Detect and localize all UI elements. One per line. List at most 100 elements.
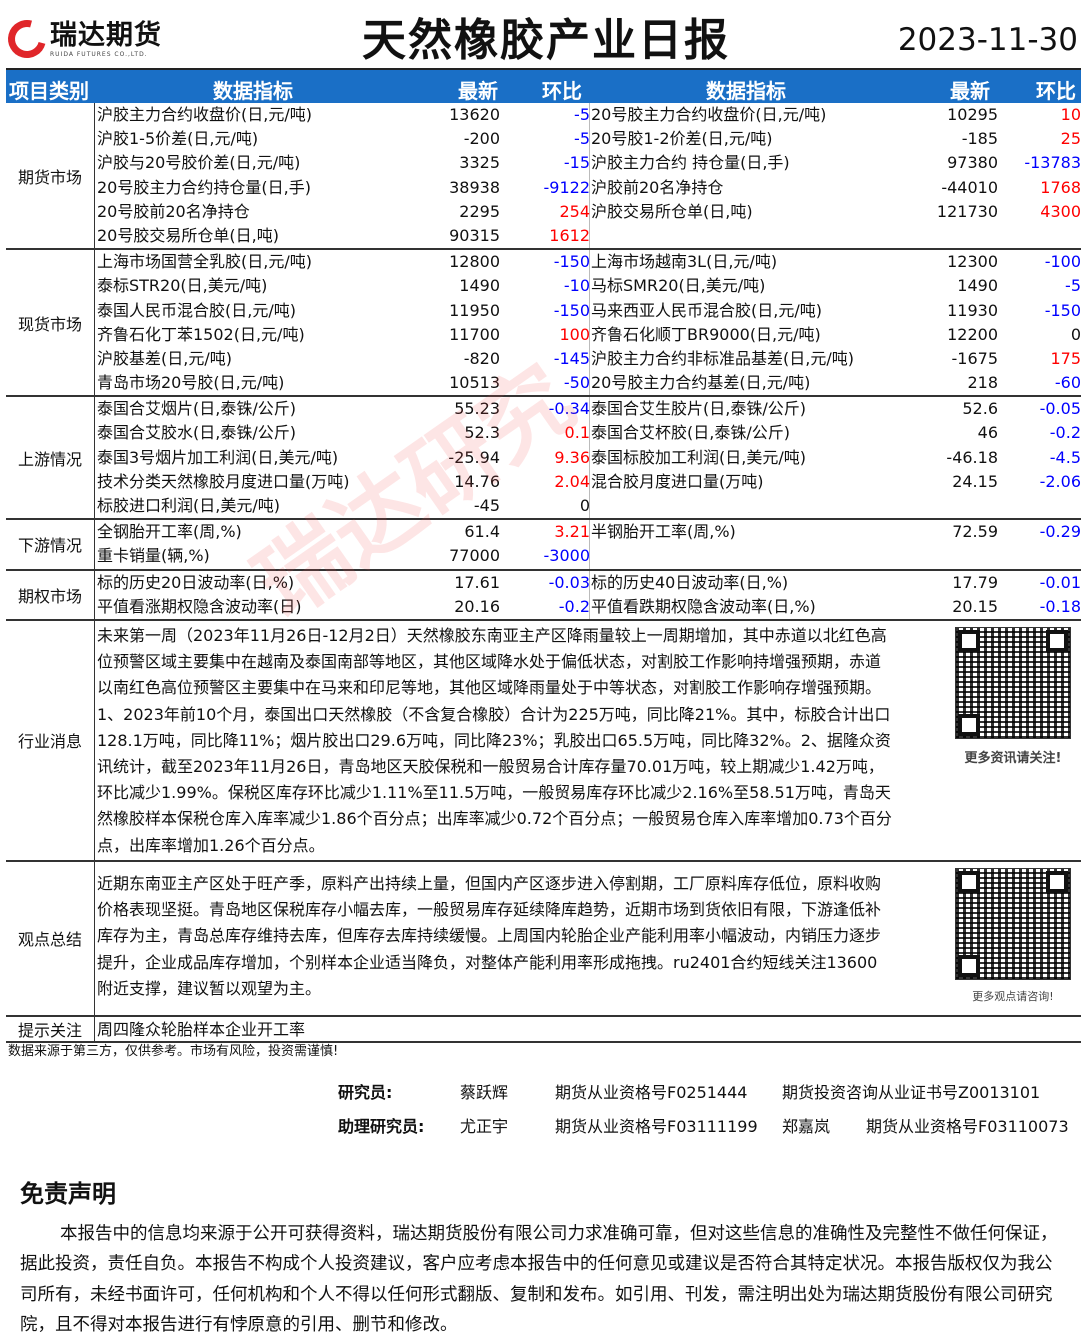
change-value: -0.01	[1039, 572, 1081, 592]
indicator-name: 全钢胎开工率(周,%)	[97, 522, 242, 542]
table-row: 泰国人民币混合胶(日,元/吨) 11950 -150 马来西亚人民币混合胶(日,元/吨…	[95, 299, 1081, 323]
change-value: 0.1	[564, 423, 590, 443]
table-header: 项目类别 数据指标 最新 环比 数据指标 最新 环比	[6, 70, 1081, 103]
news-qr: 更多资讯请关注!	[955, 626, 1071, 766]
table-row: 全钢胎开工率(周,%) 61.4 3.21 半钢胎开工率(周,%) 72.59 -0.29	[95, 520, 1081, 544]
indicator-name: 沪胶基差(日,元/吨)	[97, 348, 232, 368]
assistant1-cert: 期货从业资格号F03111199	[555, 1117, 758, 1136]
latest-value: 72.59	[952, 522, 998, 542]
column-divider	[589, 397, 590, 519]
change-value: -150	[1044, 300, 1081, 320]
latest-value: 12200	[947, 324, 998, 344]
latest-value: 11950	[449, 300, 500, 320]
table-row: 沪胶主力合约收盘价(日,元/吨) 13620 -5 20号胶主力合约收盘价(日,元/吨…	[95, 103, 1081, 127]
change-value: -13783	[1024, 153, 1081, 173]
indicator-name: 20号胶1-2价差(日,元/吨)	[591, 129, 773, 149]
latest-value: 46	[977, 423, 998, 443]
table-row: 20号胶前20名净持仓 2295 254 沪胶交易所仓单(日,吨) 121730 4300	[95, 200, 1081, 224]
change-value: 1612	[549, 225, 590, 245]
change-value: 10	[1060, 105, 1081, 124]
latest-value: -185	[961, 129, 998, 149]
latest-value: 55.23	[454, 399, 500, 419]
latest-value: 2295	[459, 201, 500, 221]
view-qr-caption: 更多观点请咨询!	[972, 989, 1054, 1003]
tips-section: 提示关注 周四隆众轮胎样本企业开工率	[6, 1016, 1081, 1043]
latest-value: 10513	[449, 373, 500, 393]
latest-value: 17.79	[952, 572, 998, 592]
indicator-name: 平值看涨期权隐含波动率(日)	[97, 596, 302, 616]
change-value: -5	[574, 105, 590, 124]
table-row: 泰国合艾胶水(日,泰铢/公斤) 52.3 0.1 泰国合艾杯胶(日,泰铢/公斤) 46 -…	[95, 421, 1081, 445]
column-divider	[589, 570, 590, 619]
col-change: 环比	[542, 79, 582, 103]
change-value: -4.5	[1049, 447, 1081, 467]
indicator-name: 半钢胎开工率(周,%)	[591, 522, 736, 542]
change-value: -5	[1065, 276, 1081, 296]
indicator-name: 混合胶月度进口量(万吨)	[591, 471, 764, 491]
assistant2-name: 郑嘉岚	[782, 1117, 831, 1136]
change-value: 175	[1050, 348, 1081, 368]
latest-value: 52.3	[464, 423, 500, 443]
indicator-name: 20号胶主力合约持仓量(日,手)	[97, 177, 311, 197]
qr-code-icon	[955, 626, 1071, 739]
latest-value: 12800	[449, 252, 500, 272]
qr-code-icon	[955, 867, 1071, 980]
indicator-name: 泰国合艾烟片(日,泰铢/公斤)	[97, 399, 296, 419]
section-0: 期货市场 沪胶主力合约收盘价(日,元/吨) 13620 -5 20号胶主力合约收盘价(日…	[6, 103, 1081, 251]
latest-value: 12300	[947, 252, 998, 272]
researcher-cert: 期货从业资格号F0251444	[555, 1083, 748, 1102]
change-value: -0.2	[558, 596, 590, 616]
latest-value: -820	[463, 348, 500, 368]
change-value: -0.34	[548, 399, 590, 419]
table-row: 泰国3号烟片加工利润(日,美元/吨) -25.94 9.36 泰国标胶加工利润(日,美…	[95, 446, 1081, 470]
change-value: -0.2	[1049, 423, 1081, 443]
page-title: 天然橡胶产业日报	[362, 15, 730, 66]
latest-value: -44010	[941, 177, 998, 197]
source-note: 数据来源于第三方，仅供参考。市场有风险，投资需谨慎!	[8, 1044, 339, 1059]
indicator-name: 20号胶主力合约收盘价(日,元/吨)	[591, 105, 827, 124]
indicator-name: 上海市场越南3L(日,元/吨)	[591, 252, 778, 272]
indicator-name: 上海市场国营全乳胶(日,元/吨)	[97, 252, 312, 272]
latest-value: -25.94	[448, 447, 500, 467]
col-category: 项目类别	[9, 79, 89, 103]
change-value: -2.06	[1039, 471, 1081, 491]
latest-value: 13620	[449, 105, 500, 124]
indicator-name: 泰国合艾杯胶(日,泰铢/公斤)	[591, 423, 790, 443]
latest-value: 121730	[936, 201, 998, 221]
change-value: -60	[1054, 373, 1081, 393]
col-latest: 最新	[458, 79, 498, 103]
indicator-name: 齐鲁石化顺丁BR9000(日,元/吨)	[591, 324, 821, 344]
researcher-label: 研究员:	[338, 1083, 393, 1102]
change-value: 1768	[1040, 177, 1081, 197]
indicator-name: 重卡销量(辆,%)	[97, 546, 210, 566]
indicator-name: 马来西亚人民币混合胶(日,元/吨)	[591, 300, 822, 320]
company-logo: 瑞达期货 RUIDA FUTURES CO.,LTD.	[1, 13, 162, 65]
change-value: -0.03	[548, 572, 590, 592]
indicator-name: 泰国合艾胶水(日,泰铢/公斤)	[97, 423, 296, 443]
change-value: 3.21	[554, 522, 590, 542]
indicator-name: 沪胶主力合约 持仓量(日,手)	[591, 153, 790, 173]
latest-value: 11700	[449, 324, 500, 344]
section-1: 现货市场 上海市场国营全乳胶(日,元/吨) 12800 -150 上海市场越南3L(日,…	[6, 250, 1081, 398]
view-section: 观点总结 近期东南亚主产区处于旺产季，原料产出持续上量，但国内产区逐步进入停割期…	[6, 861, 1081, 1017]
latest-value: -200	[463, 129, 500, 149]
logo-icon	[1, 13, 53, 65]
section-category: 期权市场	[6, 570, 95, 619]
table-row: 技术分类天然橡胶月度进口量(万吨) 14.76 2.04 混合胶月度进口量(万吨) 24…	[95, 470, 1081, 494]
table-row: 沪胶基差(日,元/吨) -820 -145 沪胶主力合约非标准品基差(日,元/吨) -1…	[95, 347, 1081, 371]
table-row: 沪胶1-5价差(日,元/吨) -200 -5 20号胶1-2价差(日,元/吨) -185…	[95, 127, 1081, 151]
latest-value: 14.76	[454, 471, 500, 491]
indicator-name: 20号胶交易所仓单(日,吨)	[97, 225, 279, 245]
indicator-name: 技术分类天然橡胶月度进口量(万吨)	[97, 471, 350, 491]
indicator-name: 沪胶主力合约非标准品基差(日,元/吨)	[591, 348, 854, 368]
section-category: 下游情况	[6, 520, 95, 569]
latest-value: 1490	[957, 276, 998, 296]
latest-value: 1490	[459, 276, 500, 296]
latest-value: 97380	[947, 153, 998, 173]
table-row: 20号胶主力合约持仓量(日,手) 38938 -9122 沪胶前20名净持仓 -4401…	[95, 176, 1081, 200]
news-qr-caption: 更多资讯请关注!	[964, 750, 1062, 766]
view-category: 观点总结	[6, 861, 95, 1015]
news-category: 行业消息	[6, 620, 95, 860]
change-value: -3000	[543, 546, 591, 566]
indicator-name: 沪胶与20号胶价差(日,元/吨)	[97, 153, 301, 173]
